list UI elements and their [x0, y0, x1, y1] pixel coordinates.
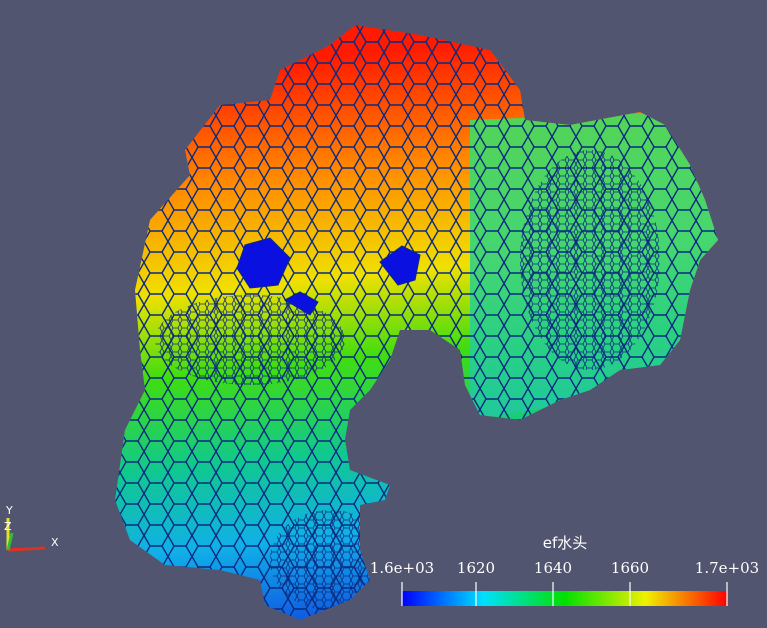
x-axis: [7, 546, 46, 552]
mesh: [115, 25, 718, 620]
colorbar-ticks: 1.6e+03 1620 1640 1660 1.7e+03: [370, 559, 759, 606]
colorbar-title: ef水头: [543, 534, 588, 552]
tick-label: 1620: [457, 559, 495, 577]
tick-label: 1660: [611, 559, 649, 577]
tick-label: 1.7e+03: [695, 559, 759, 577]
axis-label: Z: [4, 520, 12, 533]
axis-label: X: [51, 536, 59, 549]
colorbar: [402, 591, 727, 606]
hole: [236, 237, 291, 289]
z-axis: [6, 532, 14, 551]
tick-label: 1640: [534, 559, 572, 577]
axis-label: Y: [5, 504, 13, 517]
hole: [283, 291, 319, 316]
hole: [379, 245, 421, 286]
tick-label: 1.6e+03: [370, 559, 434, 577]
